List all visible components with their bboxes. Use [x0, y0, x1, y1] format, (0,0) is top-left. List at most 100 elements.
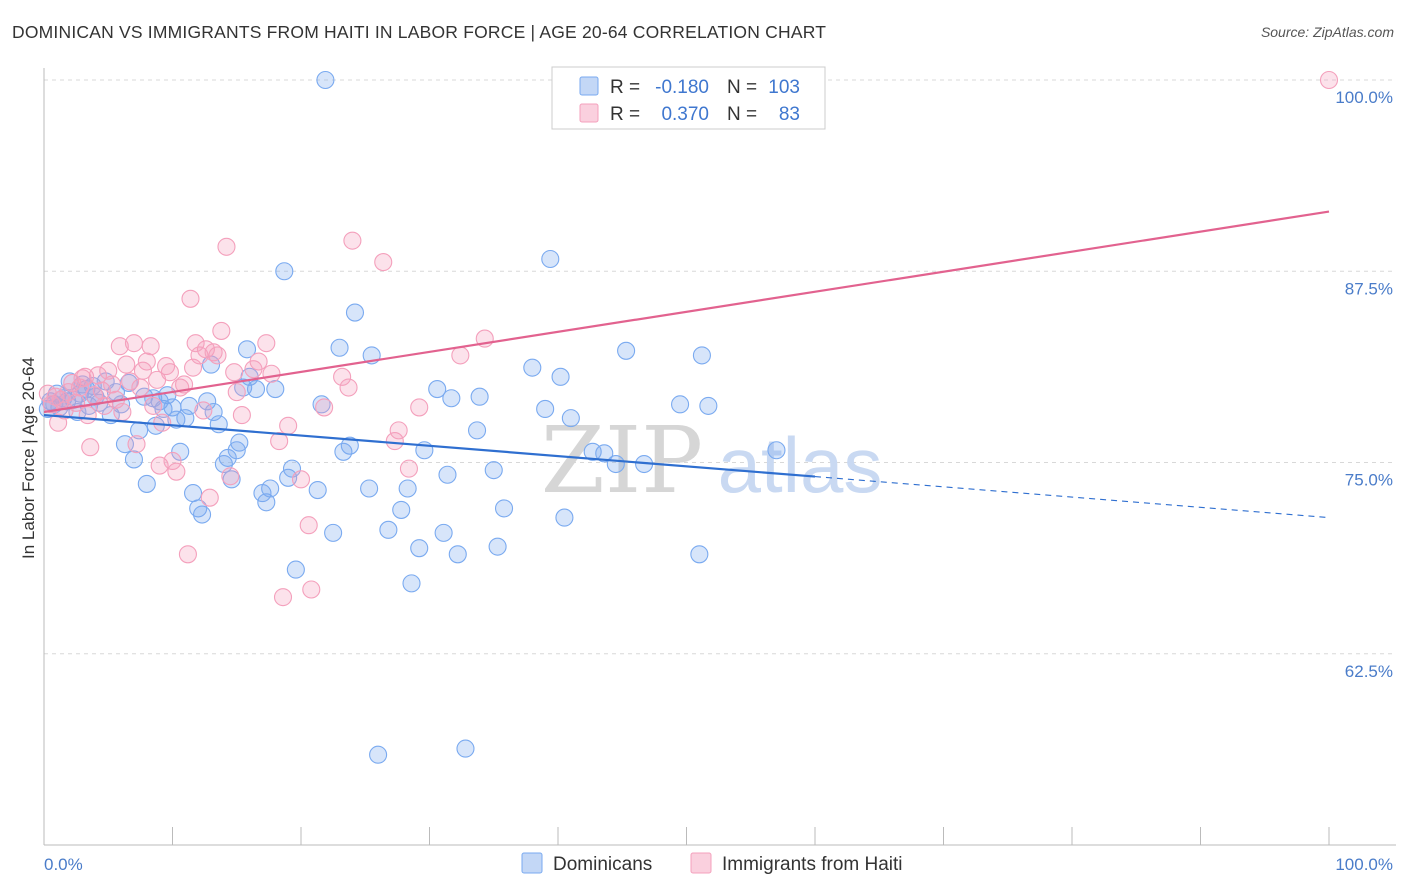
- dominican-point: [345, 303, 365, 322]
- dominican-point: [257, 493, 276, 512]
- haiti-point: [333, 367, 352, 386]
- legend-swatch-haiti: [579, 103, 599, 123]
- dominican-point: [171, 442, 190, 461]
- dominican-point: [699, 396, 718, 415]
- haiti-point: [343, 231, 362, 250]
- dominican-point: [379, 520, 398, 539]
- watermark-atlas: atlas: [718, 421, 883, 509]
- haiti-point: [212, 321, 231, 340]
- dominican-point: [154, 399, 173, 419]
- haiti-point: [127, 435, 146, 454]
- dominican-point: [398, 479, 417, 498]
- haiti-point: [221, 467, 240, 486]
- y-axis-title: In Labor Force | Age 20-64: [19, 357, 38, 559]
- haiti-point: [133, 361, 152, 380]
- legend-n-value-2: 83: [779, 104, 800, 125]
- dominican-point: [456, 739, 475, 758]
- haiti-point: [315, 398, 334, 417]
- haiti-point: [389, 421, 408, 440]
- haiti-point: [217, 237, 236, 256]
- haiti-point: [141, 337, 160, 356]
- haiti-point: [194, 401, 213, 420]
- haiti-point: [110, 337, 129, 356]
- legend-swatch-dominicans: [579, 76, 599, 96]
- haiti-point: [279, 416, 298, 435]
- haiti-point: [81, 438, 100, 457]
- haiti-point: [113, 402, 132, 422]
- legend-r-value-1: -0.180: [655, 77, 709, 98]
- haiti-point: [153, 413, 172, 432]
- series-label-haiti: Immigrants from Haiti: [722, 854, 903, 875]
- dominican-point: [595, 444, 614, 463]
- legend-r-value-2: 0.370: [661, 104, 709, 125]
- dominican-point: [167, 410, 186, 429]
- haiti-point: [232, 406, 251, 425]
- dominican-point: [467, 421, 487, 440]
- haiti-point: [103, 375, 122, 394]
- haiti-point: [51, 390, 70, 409]
- x-tick-label-min: 0.0%: [44, 855, 83, 874]
- dominican-point: [330, 338, 349, 357]
- haiti-point: [181, 289, 200, 308]
- haiti-point: [92, 381, 111, 400]
- dominican-point: [193, 505, 212, 524]
- haiti-point: [257, 334, 276, 353]
- haiti-point: [299, 516, 318, 535]
- dominican-point: [555, 508, 574, 527]
- haiti-point: [273, 588, 293, 607]
- dominican-point: [767, 441, 786, 460]
- dominican-point: [583, 442, 602, 461]
- haiti-point: [137, 352, 156, 371]
- dominican-point: [266, 380, 285, 399]
- dominican-point: [237, 340, 257, 359]
- haiti-point: [249, 352, 268, 371]
- watermark: ZIP atlas: [541, 407, 882, 514]
- haiti-point: [163, 451, 182, 471]
- x-tick-label-max: 100.0%: [1335, 855, 1393, 874]
- haiti-point: [117, 355, 136, 374]
- dominican-point: [198, 392, 217, 411]
- dominican-point: [392, 500, 411, 519]
- source-label: Source: ZipAtlas.com: [1260, 24, 1394, 40]
- series-swatch-dominicans: [521, 852, 543, 874]
- series-legend: Dominicans Immigrants from Haiti: [521, 852, 903, 875]
- y-tick-labels: 62.5% 75.0% 87.5% 100.0%: [1335, 88, 1393, 681]
- dominican-point: [617, 341, 636, 360]
- series-swatch-haiti: [690, 852, 712, 874]
- dominican-point: [448, 545, 467, 564]
- dominican-point: [308, 480, 327, 500]
- y-tick-label: 75.0%: [1345, 471, 1393, 490]
- dominican-point: [484, 461, 503, 480]
- trend-lines: [43, 210, 1330, 519]
- dominican-point: [324, 523, 343, 542]
- dominican-point: [410, 539, 429, 558]
- haiti-trend-line: [43, 210, 1330, 414]
- dominican-point: [312, 395, 331, 414]
- haiti-point: [88, 366, 108, 385]
- dominican-point: [434, 523, 453, 542]
- haiti-point: [167, 462, 186, 481]
- dominican-point: [470, 387, 489, 406]
- dominican-point: [488, 537, 507, 556]
- dominican-trend-extension: [814, 475, 1330, 519]
- dominican-point: [316, 70, 335, 90]
- dominican-point: [360, 479, 379, 498]
- dominican-trend-line: [43, 413, 816, 478]
- dominican-point: [438, 465, 457, 484]
- dominican-point: [402, 574, 421, 593]
- dominican-point: [523, 358, 542, 377]
- legend-n-value-1: 103: [768, 77, 800, 98]
- haiti-point: [339, 378, 358, 397]
- haiti-point: [144, 396, 163, 415]
- haiti-point: [410, 398, 429, 417]
- dominican-point: [561, 409, 580, 428]
- haiti-point: [131, 378, 150, 397]
- haiti-point: [270, 432, 289, 451]
- haiti-point: [200, 488, 219, 507]
- dominican-point: [124, 450, 143, 469]
- series-label-dominicans: Dominicans: [553, 854, 652, 875]
- dominican-point: [261, 479, 280, 498]
- legend-r-label-1: R =: [610, 77, 640, 98]
- haiti-point: [374, 253, 393, 272]
